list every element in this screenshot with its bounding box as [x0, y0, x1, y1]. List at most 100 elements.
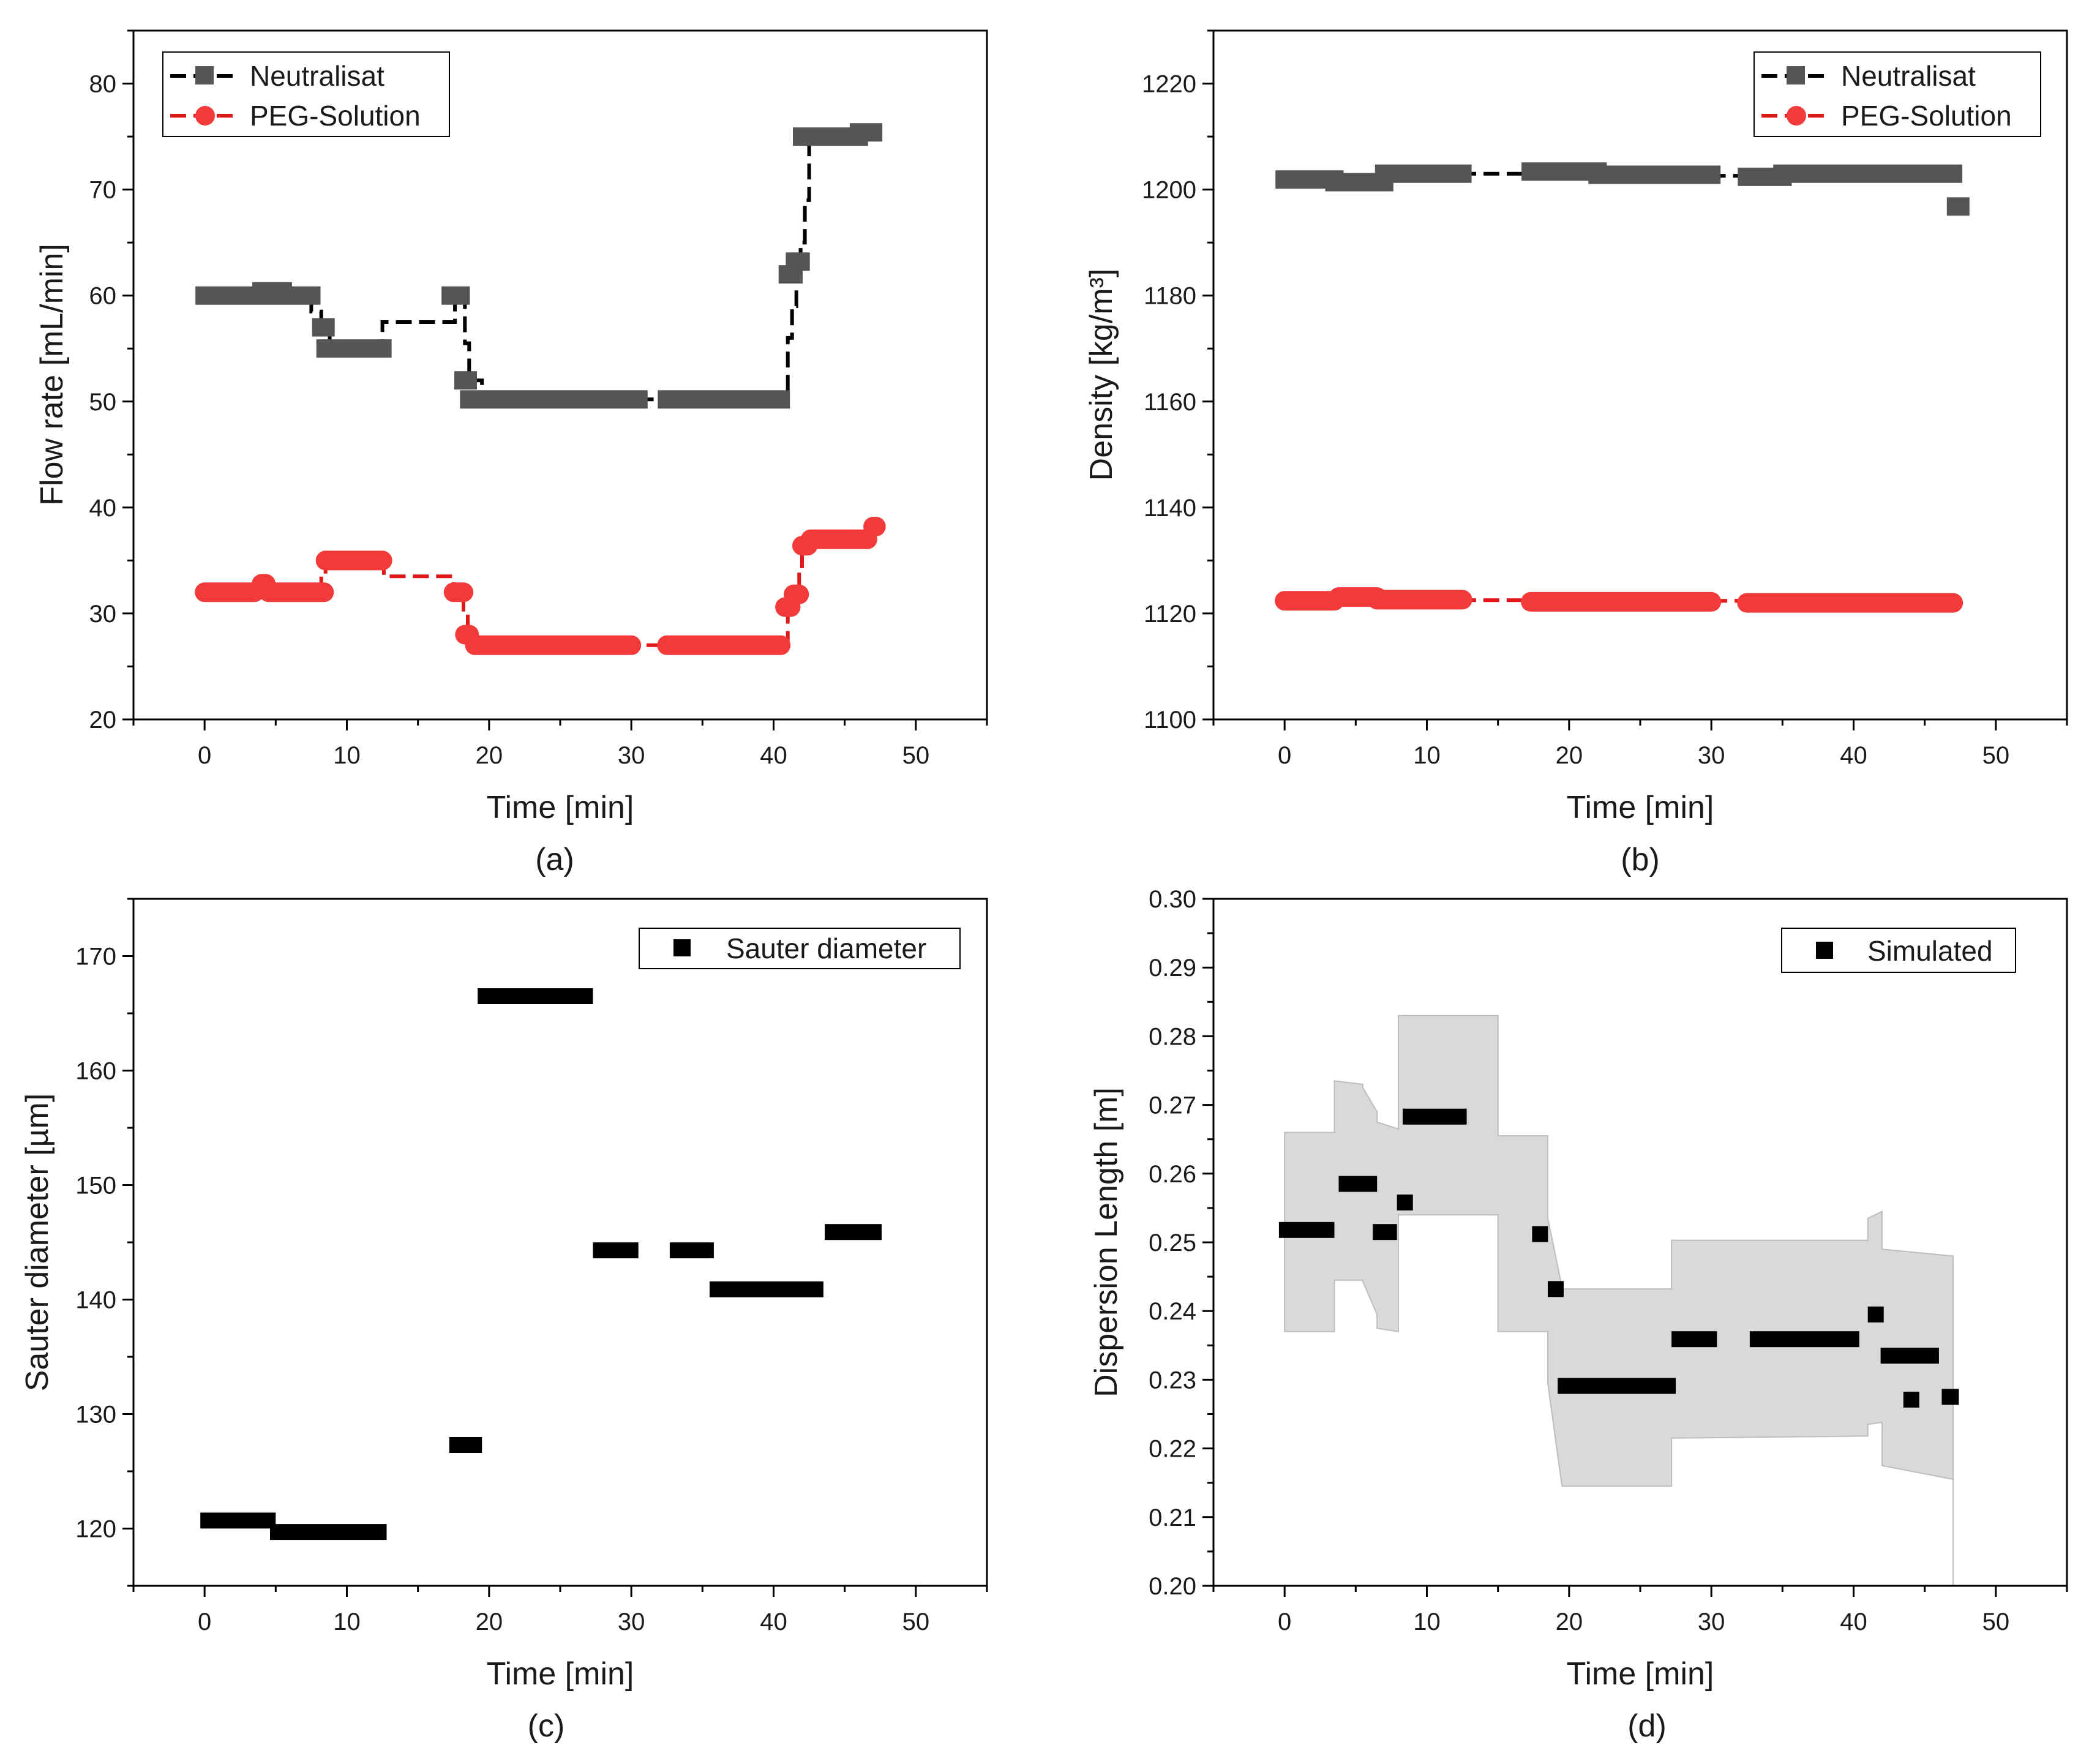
panel-a-markers-layer	[195, 123, 886, 655]
panel-c-y-tick-label: 170	[75, 944, 116, 970]
panel-a-series-1-point-4	[443, 582, 474, 602]
panel-b-x-tick-label: 10	[1413, 742, 1441, 769]
panel-c-y-tick-label: 130	[75, 1402, 116, 1428]
panel-a-series-1-point-12	[863, 517, 886, 536]
panel-a-series-0-point-6	[460, 390, 648, 409]
panel-b-legend-label-neutralisat: Neutralisat	[1841, 60, 1976, 92]
panel-d-x-tick-label: 10	[1413, 1608, 1441, 1635]
panel-d-series-0-point-8	[1671, 1331, 1717, 1348]
panel-d-legend-marker	[1816, 942, 1833, 959]
panel-a-x-tick-label: 50	[902, 742, 930, 769]
panel-c-legend-label: Sauter diameter	[726, 933, 926, 964]
panel-b-series-0-point-6	[1773, 164, 1963, 183]
panel-b-series-1-point-4	[1737, 593, 1963, 613]
panel-a-series-0-point-7	[658, 390, 790, 409]
panel-b-series-1-point-0	[1275, 591, 1345, 611]
panel-c: 0 10 20 30 40 50 120 130 140 150 160 170 Time [min]…	[20, 898, 988, 1744]
panel-a-x-tick-label: 40	[760, 742, 787, 769]
panel-b-series-0-point-2	[1375, 164, 1472, 183]
panel-d-series-0-point-2	[1373, 1224, 1397, 1240]
panel-a-series-0-point-4	[441, 286, 470, 305]
panel-b-y-tick-label: 1100	[1144, 707, 1196, 734]
panel-c-x-tick-label: 40	[760, 1608, 787, 1635]
panel-d-label: (d)	[1627, 1708, 1667, 1744]
panel-d-y-tick-label: 0.30	[1149, 886, 1196, 913]
panel-d-markers-layer	[1278, 1108, 1959, 1408]
panel-a-y-tick-label: 70	[89, 177, 117, 204]
panel-b-label: (b)	[1621, 842, 1660, 877]
panel-c-series-0-point-1	[270, 1524, 387, 1541]
panel-c-series-0-point-3	[478, 988, 593, 1004]
panel-b-y-tick-label: 1160	[1144, 389, 1196, 416]
panel-c-xlabel: Time [min]	[487, 1656, 634, 1692]
panel-a-y-tick-label: 60	[89, 283, 117, 310]
panel-a: 0 10 20 30 40 50 20 30 40 50 60 70 80 Time [min] Flo…	[34, 29, 988, 877]
panel-d-x-tick-label: 20	[1556, 1608, 1583, 1635]
panel-d-y-tick-label: 0.27	[1149, 1092, 1196, 1119]
panel-a-series-1-point-11	[800, 529, 877, 549]
panel-c-markers-layer	[200, 988, 882, 1541]
panel-d-ticks: 0 10 20 30 40 50 0.20 0.21 0.22 0.23 0.24 0.25 0.26 0…	[1149, 886, 2068, 1635]
panel-b-x-tick-label: 30	[1698, 742, 1725, 769]
panel-b-markers-layer	[1275, 162, 1970, 613]
panel-a-series-1-point-7	[657, 635, 791, 655]
panel-a-x-tick-label: 0	[198, 742, 211, 769]
panel-c-y-tick-label: 150	[75, 1173, 116, 1199]
panel-a-ticks: 0 10 20 30 40 50 20 30 40 50 60 70 80	[89, 29, 988, 769]
panel-a-series-1-point-0	[195, 582, 264, 602]
panel-d-series-0-point-7	[1558, 1378, 1676, 1394]
panel-c-series-0-point-2	[449, 1437, 482, 1453]
panel-a-x-tick-label: 30	[618, 742, 645, 769]
panel-d-y-tick-label: 0.23	[1149, 1367, 1196, 1394]
panel-d-series-0-point-13	[1941, 1389, 1959, 1405]
panel-d-x-tick-label: 0	[1278, 1608, 1291, 1635]
panel-a-y-tick-label: 20	[89, 707, 117, 734]
panel-b-xlabel: Time [min]	[1567, 790, 1714, 825]
panel-b-series-0-point-4	[1588, 165, 1721, 184]
panel-a-legend-marker-peg	[195, 106, 215, 126]
panel-c-x-tick-label: 10	[333, 1608, 361, 1635]
panel-c-y-tick-label: 140	[75, 1287, 116, 1314]
panel-d: 0 10 20 30 40 50 0.20 0.21 0.22 0.23 0.24 0.25 0.26 0…	[1089, 886, 2068, 1744]
panel-a-series-0-point-2	[312, 318, 335, 337]
panel-d-legend-label: Simulated	[1867, 935, 1993, 967]
panel-c-ticks: 0 10 20 30 40 50 120 130 140 150 160 170	[75, 898, 988, 1635]
panel-c-legend-box	[639, 928, 961, 969]
panel-c-x-tick-label: 20	[476, 1608, 503, 1635]
panel-b-x-tick-label: 50	[1982, 742, 2010, 769]
panel-c-series-0-point-7	[825, 1224, 882, 1240]
panel-a-series-1-point-6	[465, 635, 642, 655]
panel-a-lines-layer	[204, 132, 876, 647]
panel-a-label: (a)	[535, 842, 574, 877]
panel-d-series-0-point-6	[1548, 1281, 1564, 1297]
panel-d-y-tick-label: 0.25	[1149, 1229, 1196, 1256]
panel-d-uncertainty-band	[1284, 1015, 1954, 1586]
panel-d-series-0-point-9	[1749, 1331, 1859, 1348]
panel-c-x-tick-label: 30	[618, 1608, 645, 1635]
panel-d-xlabel: Time [min]	[1567, 1656, 1714, 1692]
panel-a-legend-marker-neutralisat	[195, 66, 214, 84]
panel-b-y-tick-label: 1200	[1142, 177, 1196, 204]
panel-c-y-tick-label: 120	[75, 1516, 116, 1543]
panel-d-ylabel: Dispersion Length [m]	[1089, 1087, 1124, 1397]
panel-a-y-tick-label: 40	[89, 495, 117, 522]
panel-d-y-tick-label: 0.21	[1149, 1504, 1196, 1531]
panel-b-legend: Neutralisat PEG-Solution	[1753, 51, 2041, 137]
panel-b-x-tick-label: 20	[1556, 742, 1583, 769]
panel-c-series-0-point-0	[200, 1512, 276, 1529]
panel-a-series-1-point-2	[258, 582, 334, 602]
panel-a-series-0-point-3	[316, 339, 392, 358]
panel-a-y-tick-label: 30	[89, 601, 117, 628]
panel-d-series-0-point-11	[1880, 1348, 1939, 1364]
panel-b-series-0-point-7	[1946, 197, 1970, 216]
panel-d-series-0-point-5	[1532, 1226, 1548, 1242]
panel-c-x-tick-label: 50	[902, 1608, 930, 1635]
panel-a-series-0-point-9	[786, 252, 810, 271]
panel-d-y-tick-label: 0.26	[1149, 1161, 1196, 1188]
panel-b-y-tick-label: 1220	[1142, 71, 1196, 98]
panel-d-series-0-point-3	[1397, 1194, 1413, 1210]
panel-c-x-tick-label: 0	[198, 1608, 211, 1635]
panel-a-series-line-0	[204, 132, 876, 402]
panel-b-legend-marker-peg	[1787, 106, 1806, 126]
